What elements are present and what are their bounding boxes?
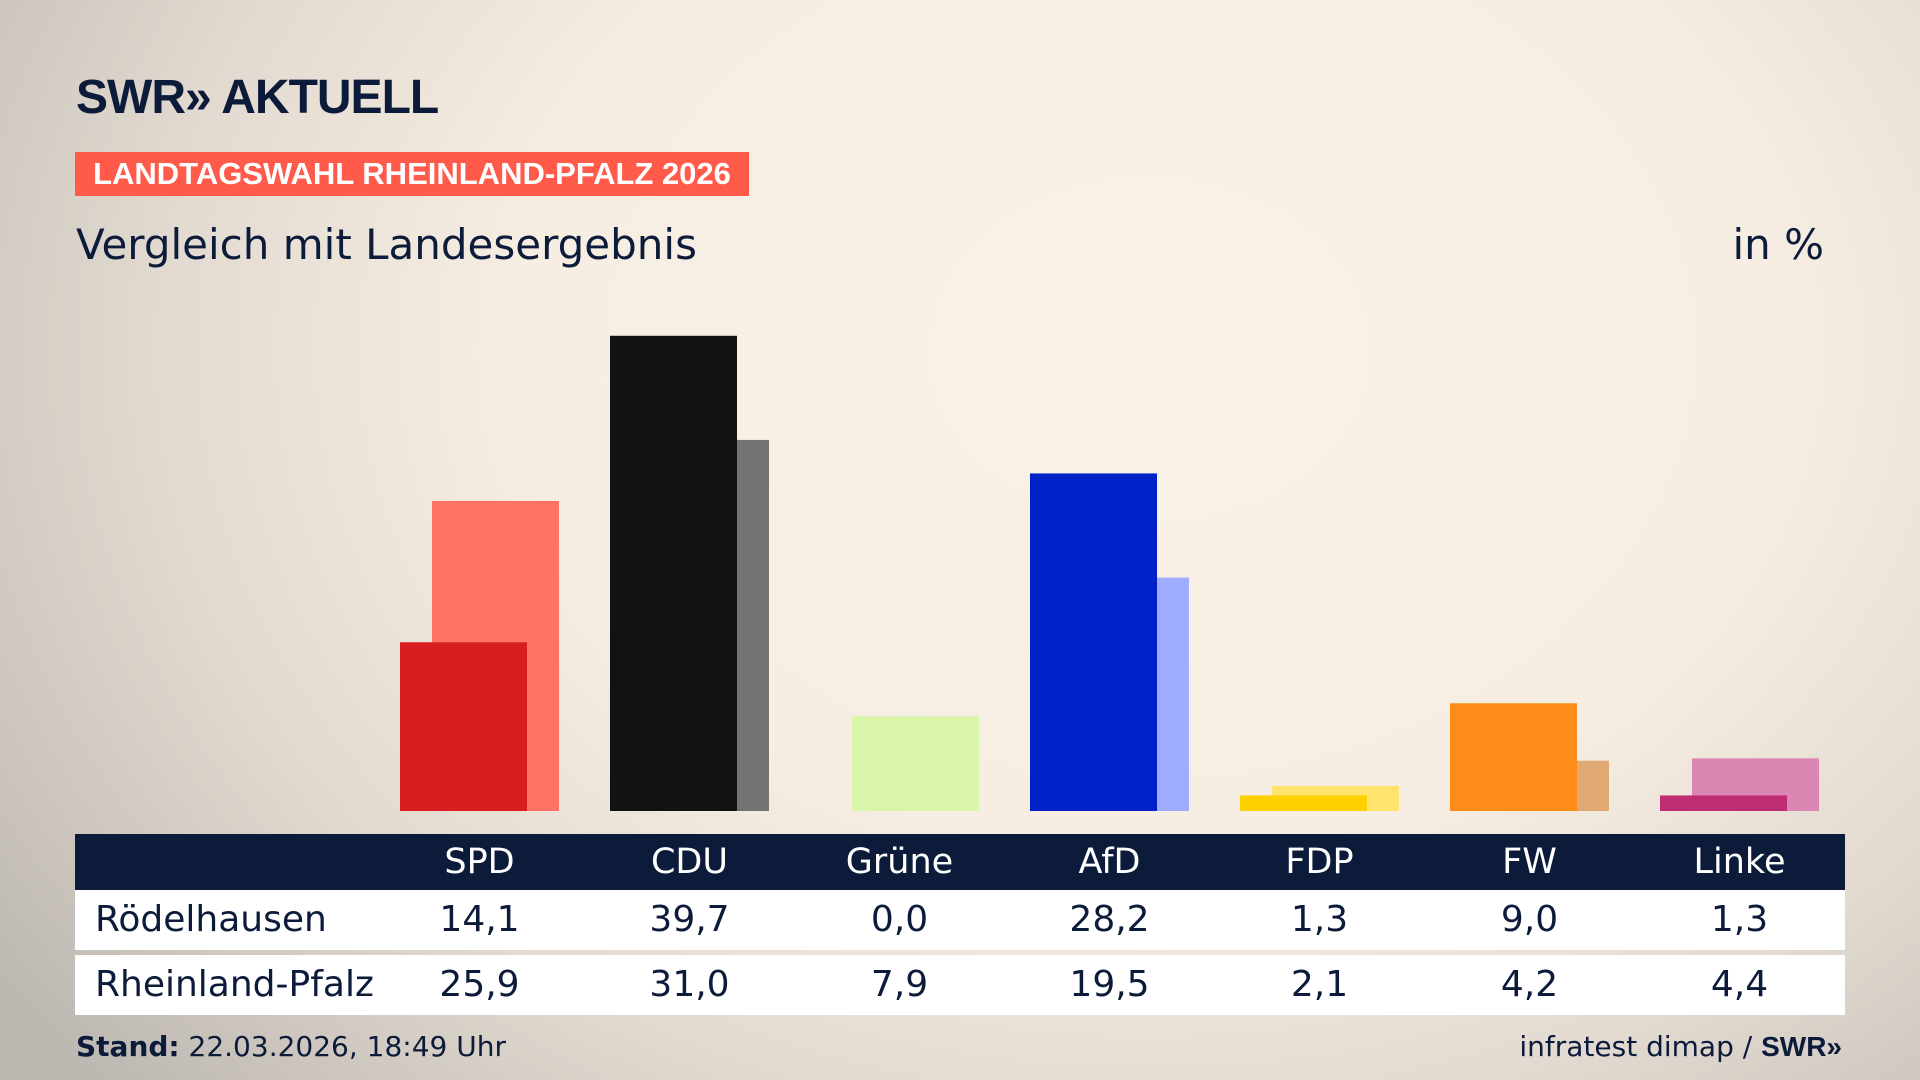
value-cell: 19,5 <box>1069 964 1150 1005</box>
unit-label: in % <box>1732 220 1824 269</box>
bar-local-afd <box>1030 473 1157 811</box>
column-header-afd: AfD <box>1078 842 1141 882</box>
table-header: SPD CDU Grüne AfD FDP FW Linke <box>75 834 1845 890</box>
bar-state-grüne <box>852 716 979 811</box>
column-header-linke: Linke <box>1693 842 1786 882</box>
source: infratest dimap / SWR» <box>1519 1030 1842 1063</box>
value-cell: 28,2 <box>1069 899 1150 940</box>
value-cell: 14,1 <box>439 899 520 940</box>
value-cell: 4,4 <box>1710 964 1769 1005</box>
value-cell: 39,7 <box>649 899 730 940</box>
bar-local-fw <box>1450 703 1577 811</box>
column-header-spd: SPD <box>444 842 515 882</box>
value-cell: 25,9 <box>439 964 520 1005</box>
source-text: infratest dimap / <box>1519 1030 1753 1063</box>
column-header-fdp: FDP <box>1285 842 1354 882</box>
election-label: LANDTAGSWAHL RHEINLAND-PFALZ 2026 <box>75 152 749 196</box>
chart-subtitle: Vergleich mit Landesergebnis <box>76 220 697 269</box>
column-header-fw: FW <box>1502 842 1557 882</box>
value-cell: 31,0 <box>649 964 730 1005</box>
results-table: SPD CDU Grüne AfD FDP FW Linke Rödelhausen 14,… <box>75 834 1845 1015</box>
swr-aktuell-logo: SWR» AKTUELL <box>76 71 439 124</box>
bar-chart <box>400 335 1819 811</box>
swr-logo-small: SWR» <box>1761 1031 1842 1062</box>
column-header-cdu: CDU <box>650 842 728 882</box>
row-label: Rödelhausen <box>95 899 327 940</box>
table-row: Rheinland-Pfalz 25,9 31,0 7,9 19,5 2,1 4,2 4,4 <box>75 955 1845 1015</box>
table-row: Rödelhausen 14,1 39,7 0,0 28,2 1,3 9,0 1,3 <box>75 890 1845 950</box>
timestamp: Stand: 22.03.2026, 18:49 Uhr <box>76 1030 506 1063</box>
value-cell: 1,3 <box>1290 899 1349 940</box>
column-header-grüne: Grüne <box>845 842 954 882</box>
value-cell: 2,1 <box>1290 964 1349 1005</box>
bar-local-fdp <box>1240 795 1367 811</box>
row-label: Rheinland-Pfalz <box>95 964 374 1005</box>
bar-local-spd <box>400 642 527 811</box>
value-cell: 1,3 <box>1710 899 1769 940</box>
stand-value: 22.03.2026, 18:49 Uhr <box>188 1030 506 1063</box>
value-cell: 7,9 <box>870 964 929 1005</box>
value-cell: 0,0 <box>870 899 929 940</box>
value-cell: 4,2 <box>1500 964 1559 1005</box>
stand-label: Stand: <box>76 1030 180 1063</box>
bar-local-linke <box>1660 795 1787 811</box>
value-cell: 9,0 <box>1500 899 1559 940</box>
bar-local-cdu <box>610 335 737 811</box>
